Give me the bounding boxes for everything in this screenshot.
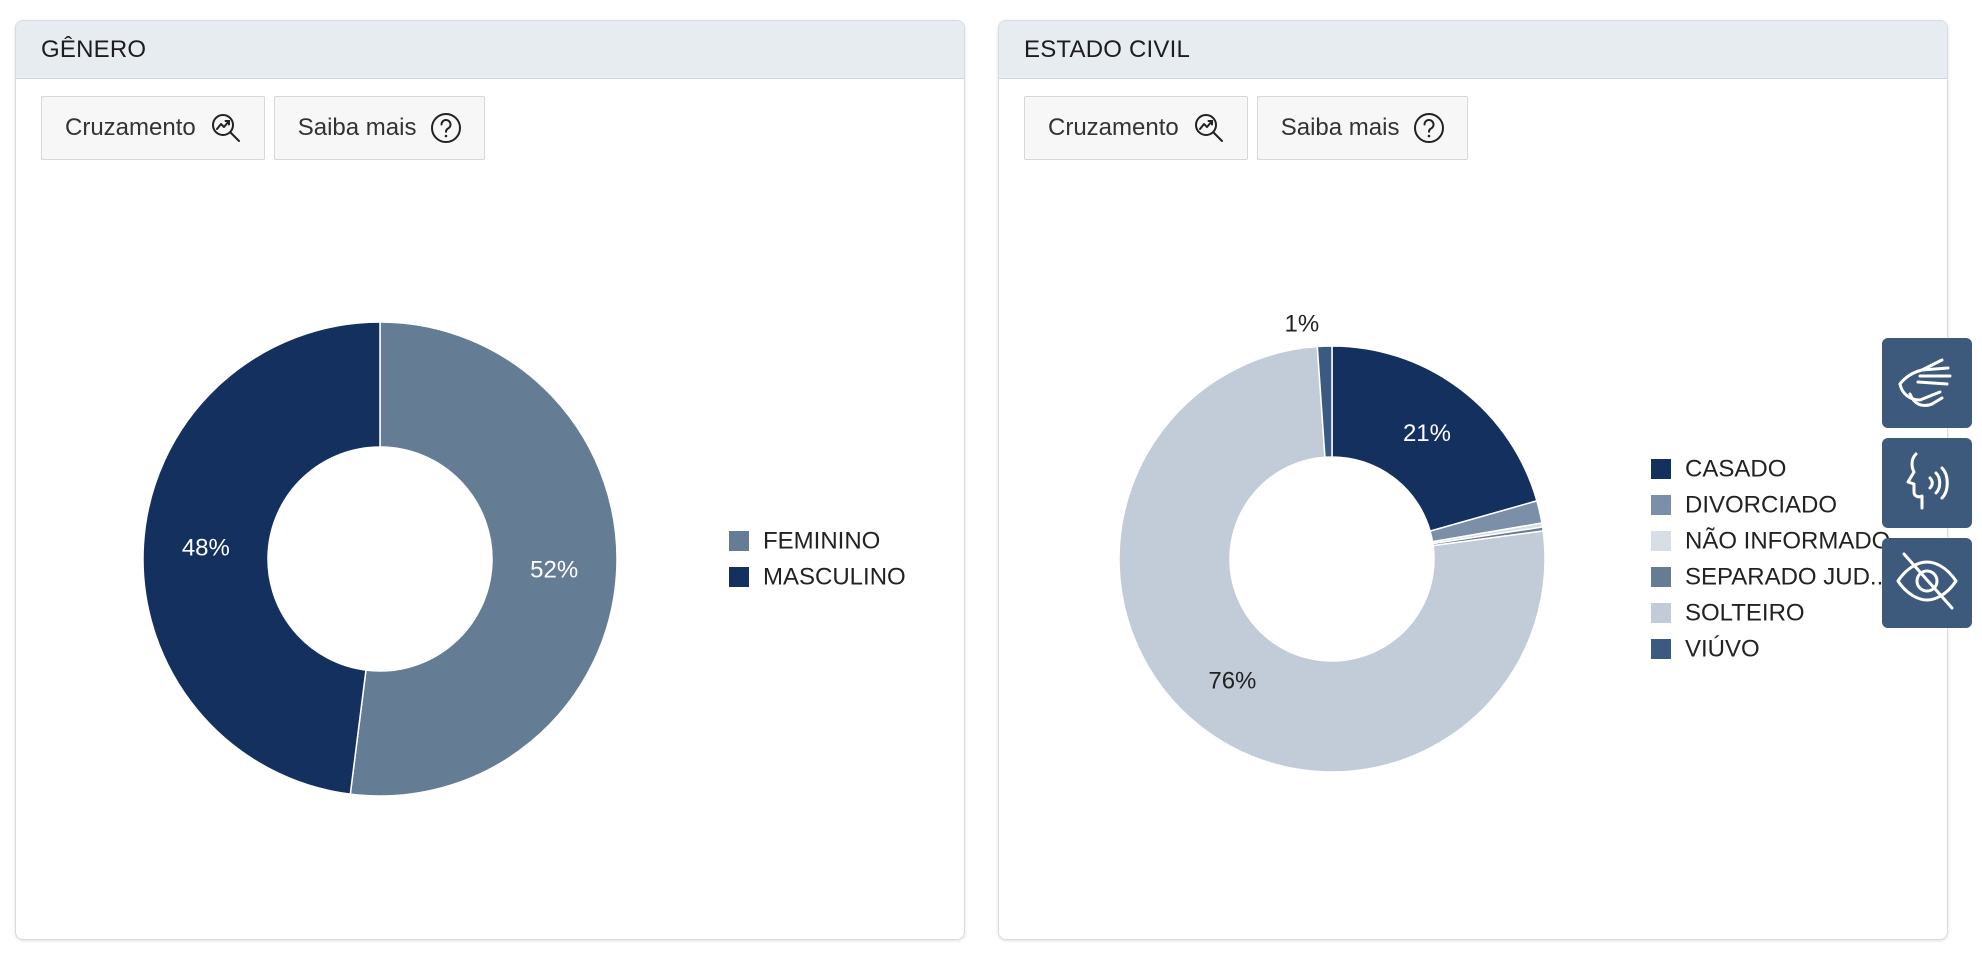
voice-reader-button[interactable] — [1882, 438, 1972, 528]
data-label: 21% — [1403, 420, 1451, 447]
visual-accessibility-button[interactable] — [1882, 538, 1972, 628]
pie-slice-solteiro[interactable] — [1118, 345, 1546, 773]
data-label: 52% — [530, 556, 578, 583]
eye-slash-icon — [1892, 546, 1962, 621]
legend-swatch — [729, 567, 749, 587]
pie-slice-feminino[interactable] — [349, 321, 618, 797]
legend-label: SEPARADO JUD... — [1685, 564, 1890, 591]
pie-slice-casado[interactable] — [1331, 345, 1538, 533]
saiba-mais-button[interactable]: Saiba mais — [273, 96, 486, 160]
panel-header: GÊNERO — [16, 21, 964, 79]
panel-estado-civil: ESTADO CIVIL Cruzamento Saiba mais — [998, 20, 1948, 940]
data-label: 1% — [1285, 311, 1320, 338]
legend-item[interactable]: SOLTEIRO — [1651, 600, 1805, 627]
chart-estado-civil: 21% 76% 1% CASADO DIVORCIADO NÃO INFORMADO SEP… — [1118, 311, 1890, 773]
help-circle-icon — [430, 112, 462, 144]
legend-swatch — [1651, 567, 1671, 587]
trend-search-icon — [1193, 112, 1225, 144]
legend-item[interactable]: DIVORCIADO — [1651, 492, 1837, 519]
panel-toolbar: Cruzamento Saiba mais — [41, 96, 486, 160]
legend-label: CASADO — [1685, 456, 1786, 483]
sign-language-icon — [1892, 346, 1962, 421]
legend-item[interactable]: VIÚVO — [1651, 636, 1760, 663]
saiba-mais-label: Saiba mais — [1280, 114, 1400, 141]
legend-swatch — [1651, 639, 1671, 659]
help-circle-icon — [1413, 112, 1445, 144]
legend-label: SOLTEIRO — [1685, 600, 1805, 627]
pie-slice-masculino[interactable] — [142, 321, 381, 795]
legend-item[interactable]: MASCULINO — [729, 564, 906, 591]
legend-swatch — [1651, 459, 1671, 479]
legend-item[interactable]: FEMININO — [729, 528, 880, 555]
panel-title: ESTADO CIVIL — [1024, 35, 1190, 63]
panel-header: ESTADO CIVIL — [999, 21, 1947, 79]
panel-title: GÊNERO — [41, 35, 147, 63]
legend-label: VIÚVO — [1685, 636, 1760, 663]
cruzamento-label: Cruzamento — [1048, 114, 1179, 141]
data-label: 48% — [182, 535, 230, 562]
cruzamento-label: Cruzamento — [65, 114, 196, 141]
legend-item[interactable]: CASADO — [1651, 456, 1786, 483]
saiba-mais-button[interactable]: Saiba mais — [1256, 96, 1469, 160]
cruzamento-button[interactable]: Cruzamento — [41, 96, 265, 160]
panel-toolbar: Cruzamento Saiba mais — [1024, 96, 1469, 160]
legend-label: DIVORCIADO — [1685, 492, 1837, 519]
data-label: 76% — [1208, 667, 1256, 694]
sign-language-button[interactable] — [1882, 338, 1972, 428]
legend-item[interactable]: SEPARADO JUD... — [1651, 564, 1890, 591]
legend-swatch — [1651, 495, 1671, 515]
pie-slice-vi-vo[interactable] — [1316, 345, 1333, 459]
legend-swatch — [729, 531, 749, 551]
cruzamento-button[interactable]: Cruzamento — [1024, 96, 1248, 160]
legend-item[interactable]: NÃO INFORMADO — [1651, 528, 1890, 555]
chart-genero: 52% 48% FEMININO MASCULINO — [142, 321, 906, 797]
legend-label: MASCULINO — [763, 564, 906, 591]
voice-reader-icon — [1892, 446, 1962, 521]
trend-search-icon — [210, 112, 242, 144]
legend-swatch — [1651, 531, 1671, 551]
legend-label: FEMININO — [763, 528, 880, 555]
saiba-mais-label: Saiba mais — [297, 114, 417, 141]
panel-genero: GÊNERO Cruzamento Saiba mais — [15, 20, 965, 940]
legend-label: NÃO INFORMADO — [1685, 528, 1890, 555]
legend-swatch — [1651, 603, 1671, 623]
